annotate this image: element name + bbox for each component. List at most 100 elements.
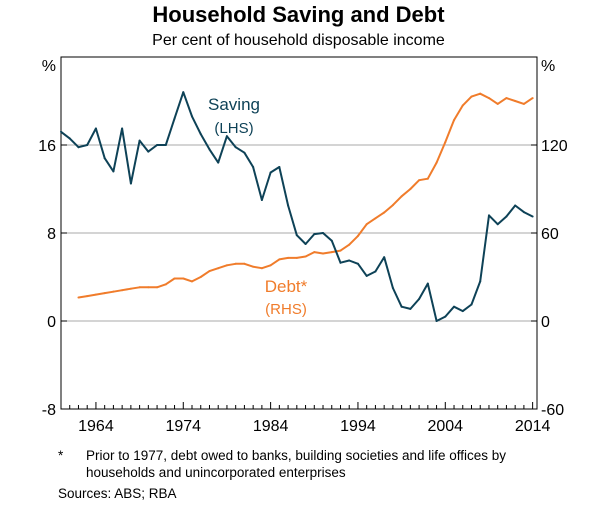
footnote-marker: * (58, 448, 64, 463)
debt-series-point (138, 286, 141, 289)
saving-series-point (60, 130, 62, 133)
sources-text: Sources: ABS; RBA (58, 486, 177, 501)
saving-series-point (164, 144, 167, 146)
debt-series-point (234, 262, 237, 265)
debt-series-point (260, 267, 263, 270)
saving-series-point (313, 233, 316, 236)
debt-series-point (461, 104, 464, 107)
saving-series-point (496, 223, 499, 226)
debt-series-point (531, 97, 534, 100)
saving-series-point (531, 215, 534, 218)
left-tick-label: 0 (47, 314, 56, 331)
saving-series-point (505, 215, 508, 218)
saving-series-point (191, 115, 194, 118)
footnote-text: Prior to 1977, debt owed to banks, build… (86, 448, 507, 480)
saving-series-point (260, 199, 263, 201)
right-axis-unit: % (541, 58, 555, 75)
x-tick-label: 2004 (427, 418, 463, 435)
debt-series-point (479, 92, 482, 95)
debt-series-point (129, 287, 132, 290)
saving-series-point (322, 232, 325, 234)
left-tick-label: -8 (42, 402, 56, 419)
saving-series-point (479, 280, 482, 283)
debt-series-point (496, 102, 499, 105)
debt-series-point (182, 277, 185, 280)
debt-series-point (313, 251, 316, 254)
debt-series-point (348, 243, 351, 246)
x-tick-label: 1964 (78, 418, 114, 435)
saving-label-axis: (LHS) (214, 120, 253, 137)
chart-subtitle: Per cent of household disposable income (152, 32, 445, 49)
saving-series-point (121, 127, 124, 130)
saving-series-point (208, 148, 211, 151)
debt-series-point (339, 249, 342, 252)
debt-series-point (86, 295, 89, 298)
saving-series-point (234, 146, 237, 149)
debt-series-point (435, 161, 438, 164)
debt-series-point (287, 256, 290, 259)
saving-series-point (217, 161, 220, 164)
saving-series-point (365, 274, 368, 277)
saving-series-point (225, 135, 228, 138)
debt-series-point (487, 97, 490, 100)
saving-series-point (103, 157, 106, 160)
saving-series-point (295, 234, 298, 237)
saving-series-point (77, 146, 80, 149)
saving-series-point (435, 320, 438, 322)
debt-series-point (225, 264, 228, 267)
saving-series-point (418, 298, 421, 300)
x-tick-label: 1994 (340, 418, 376, 435)
left-tick-label: 16 (38, 138, 56, 155)
saving-series-point (514, 204, 517, 207)
debt-label-axis: (RHS) (265, 301, 307, 318)
debt-series-point (365, 223, 368, 226)
x-tick-label: 2014 (515, 418, 551, 435)
x-tick-label: 1984 (253, 418, 289, 435)
debt-series-point (330, 251, 333, 254)
right-tick-label: -60 (541, 402, 564, 419)
right-tick-label: 120 (541, 138, 568, 155)
saving-series-point (138, 139, 141, 142)
saving-series-point (487, 214, 490, 217)
debt-series-point (505, 97, 508, 100)
debt-series-point (208, 270, 211, 273)
saving-series-point (348, 259, 351, 262)
saving-series-point (156, 144, 159, 146)
debt-series-point (77, 296, 80, 299)
saving-series-point (269, 171, 272, 174)
debt-series-point (217, 267, 220, 270)
debt-series-point (164, 283, 167, 286)
debt-series-point (252, 265, 255, 268)
saving-series-point (86, 144, 89, 146)
saving-series-point (444, 315, 447, 318)
debt-series-point (269, 264, 272, 267)
debt-series-point (121, 289, 124, 292)
debt-series-point (426, 177, 429, 180)
debt-series-point (470, 95, 473, 98)
saving-series-point (68, 137, 71, 140)
debt-series-point (453, 119, 456, 122)
saving-series-point (374, 270, 377, 273)
debt-series-point (147, 286, 150, 289)
saving-series-point (147, 150, 150, 153)
debt-series-point (173, 277, 176, 280)
saving-series-point (252, 166, 255, 168)
saving-series-point (278, 166, 281, 168)
debt-series-point (112, 290, 115, 293)
saving-series-point (339, 261, 342, 264)
debt-series-point (514, 100, 517, 102)
debt-series-line (78, 92, 534, 299)
right-tick-label: 0 (541, 314, 550, 331)
debt-series-point (374, 217, 377, 220)
saving-series-point (129, 182, 132, 185)
left-axis-unit: % (42, 58, 56, 75)
debt-series-point (199, 276, 202, 278)
debt-series-point (191, 280, 194, 283)
saving-series-point (287, 204, 290, 207)
debt-series-point (322, 252, 325, 255)
x-tick-label: 1974 (165, 418, 201, 435)
saving-series-point (182, 91, 185, 94)
debt-series-point (383, 211, 386, 214)
saving-series-point (391, 287, 394, 289)
